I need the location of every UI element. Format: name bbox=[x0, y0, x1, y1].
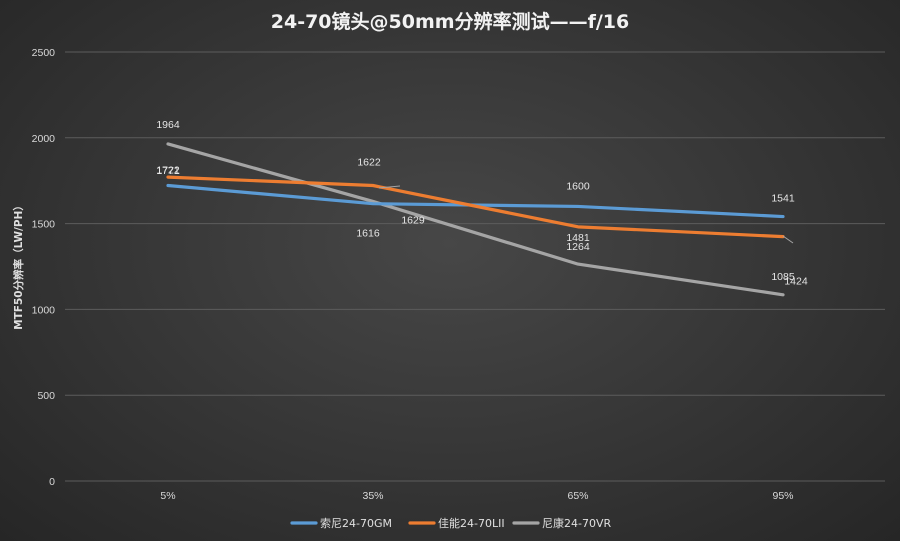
data-label: 1424 bbox=[784, 276, 808, 288]
y-tick-label: 1000 bbox=[32, 304, 56, 316]
data-label: 1771 bbox=[156, 165, 180, 177]
data-label: 1481 bbox=[566, 232, 590, 244]
legend-label: 索尼24-70GM bbox=[320, 516, 392, 530]
y-tick-label: 2000 bbox=[32, 133, 56, 145]
chart-title: 24-70镜头@50mm分辨率测试——f/16 bbox=[271, 10, 629, 33]
y-tick-label: 2500 bbox=[32, 47, 56, 59]
data-label: 1085 bbox=[771, 271, 795, 283]
x-tick-label: 35% bbox=[362, 490, 383, 502]
legend: 索尼24-70GM 佳能24-70LII 尼康24-70VR bbox=[290, 516, 611, 530]
x-axis-ticks: 5% 35% 65% 95% bbox=[160, 490, 793, 502]
data-label: 1264 bbox=[566, 241, 590, 253]
series-lines bbox=[166, 142, 785, 297]
leader-line bbox=[782, 235, 794, 244]
legend-label: 尼康24-70VR bbox=[542, 516, 611, 530]
series-line-3 bbox=[166, 142, 785, 297]
data-label: 1629 bbox=[401, 214, 425, 226]
x-tick-label: 5% bbox=[160, 490, 175, 502]
y-tick-label: 1500 bbox=[32, 219, 56, 231]
data-label: 1964 bbox=[156, 119, 180, 131]
data-label: 1622 bbox=[357, 157, 381, 169]
leader-line bbox=[378, 185, 401, 189]
data-label: 1541 bbox=[771, 193, 795, 205]
gridlines bbox=[65, 51, 885, 482]
y-axis-label: MTF50分辨率（LW/PH） bbox=[12, 200, 25, 330]
series-line-2 bbox=[166, 175, 785, 239]
data-labels: 1722 1616 1600 1541 1771 1622 1481 1424 1964 1629… bbox=[156, 119, 808, 288]
series-line-1 bbox=[166, 183, 785, 219]
y-axis-ticks: 0 500 1000 1500 2000 2500 bbox=[32, 47, 56, 488]
x-tick-label: 65% bbox=[567, 490, 588, 502]
y-tick-label: 0 bbox=[49, 476, 55, 488]
x-tick-label: 95% bbox=[772, 490, 793, 502]
data-label: 1722 bbox=[156, 165, 180, 177]
legend-label: 佳能24-70LII bbox=[438, 516, 505, 530]
data-label: 1616 bbox=[356, 228, 380, 240]
label-leader-lines bbox=[378, 185, 794, 244]
y-tick-label: 500 bbox=[37, 390, 55, 402]
data-label: 1600 bbox=[566, 180, 590, 192]
